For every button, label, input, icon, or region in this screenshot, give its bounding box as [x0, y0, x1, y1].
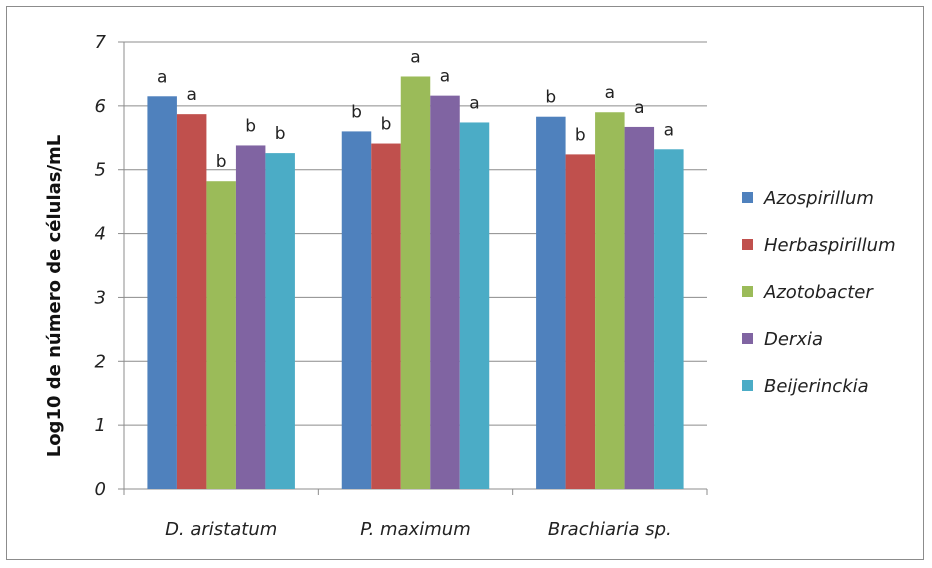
legend-swatch-azotobacter [742, 286, 753, 297]
bar-azotobacter-0 [206, 181, 236, 490]
legend-swatch-azospirillum [742, 192, 753, 203]
legend-swatch-beijerinckia [742, 380, 753, 391]
y-tick-label: 4 [95, 224, 106, 245]
significance-label: b [381, 115, 392, 135]
bar-derxia-2 [624, 126, 655, 490]
bar-herbaspirillum-0 [176, 114, 207, 489]
significance-label: a [157, 67, 167, 87]
legend-label-azotobacter: Azotobacter [763, 282, 874, 303]
bar-azospirillum-2 [536, 116, 566, 489]
y-tick-label: 3 [95, 287, 106, 308]
y-tick-label: 2 [95, 351, 106, 372]
bar-beijerinckia-0 [265, 153, 295, 489]
y-tick-label: 5 [95, 160, 106, 181]
significance-label: a [605, 83, 615, 103]
legend-label-beijerinckia: Beijerinckia [764, 376, 869, 397]
significance-label: a [634, 98, 644, 118]
bar-derxia-0 [235, 145, 266, 489]
significance-label: b [275, 124, 286, 144]
bar-herbaspirillum-2 [565, 154, 596, 490]
significance-label: a [186, 85, 196, 105]
significance-label: b [245, 116, 256, 136]
tick-labels: 0 1 2 3 4 5 6 7 D. aristatum P. maximum Brachiaria… [95, 32, 672, 540]
bar-azospirillum-1 [341, 131, 372, 489]
significance-label: b [575, 125, 586, 145]
y-axis-label: Log10 de número de células/mL [44, 135, 65, 458]
bar-beijerinckia-1 [459, 122, 490, 490]
legend-label-herbaspirillum: Herbaspirillum [764, 235, 896, 256]
y-tick-label: 7 [95, 32, 107, 53]
legend-label-azospirillum: Azospirillum [763, 188, 874, 209]
significance-label: a [410, 47, 420, 67]
legend-swatch-derxia [742, 333, 753, 344]
bar-beijerinckia-2 [654, 149, 684, 489]
significance-label: b [545, 88, 556, 108]
y-tick-label: 0 [95, 479, 106, 500]
legend: Azospirillum Herbaspirillum Azotobacter Der… [742, 188, 896, 397]
significance-label: b [351, 102, 362, 122]
bar-azotobacter-2 [595, 112, 625, 489]
x-category-label: P. maximum [360, 519, 471, 540]
bar-azospirillum-0 [147, 96, 177, 490]
bar-herbaspirillum-1 [371, 143, 401, 490]
bars [147, 76, 684, 490]
x-category-label: D. aristatum [165, 519, 277, 540]
x-category-label: Brachiaria sp. [548, 519, 672, 540]
bar-derxia-1 [430, 95, 460, 489]
significance-label: a [469, 93, 479, 113]
y-tick-label: 6 [95, 96, 106, 117]
y-tick-label: 1 [95, 415, 106, 436]
legend-swatch-herbaspirillum [742, 239, 753, 250]
significance-label: b [216, 152, 227, 172]
significance-label: a [440, 67, 450, 87]
significance-label: a [664, 120, 674, 140]
bar-azotobacter-1 [400, 76, 431, 490]
legend-label-derxia: Derxia [764, 329, 823, 350]
